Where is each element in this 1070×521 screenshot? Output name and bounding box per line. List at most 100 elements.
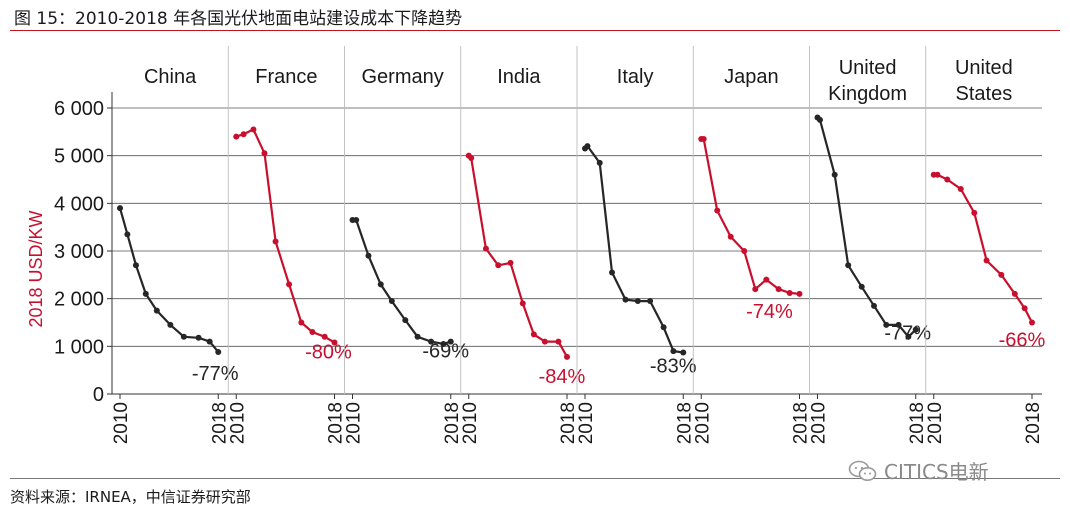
- data-point: [870, 302, 877, 309]
- data-point: [845, 262, 852, 269]
- data-point: [727, 233, 734, 240]
- data-point: [414, 333, 421, 340]
- data-point: [905, 333, 912, 340]
- data-point: [353, 217, 360, 224]
- watermark-text: CITICS电新: [884, 460, 989, 484]
- data-point: [714, 207, 721, 214]
- y-tick-label: 5 000: [54, 146, 104, 168]
- x-tick-label: 2010: [344, 402, 365, 444]
- panel-title-line: United: [955, 57, 1013, 79]
- data-point: [215, 349, 222, 356]
- data-point: [388, 298, 395, 305]
- data-point: [402, 317, 409, 324]
- data-point: [796, 290, 803, 297]
- change-label: -77%: [192, 363, 239, 385]
- panel-title: China: [144, 66, 197, 88]
- data-point: [660, 324, 667, 331]
- x-tick-label: 2010: [925, 402, 946, 444]
- data-point: [507, 259, 514, 266]
- data-point: [816, 116, 823, 123]
- data-point: [741, 248, 748, 254]
- data-point: [700, 135, 707, 142]
- title-rule: [10, 30, 1060, 31]
- data-point: [206, 338, 213, 345]
- wechat-icon: [848, 460, 877, 481]
- data-point: [609, 269, 616, 276]
- watermark: CITICS电新: [848, 456, 989, 485]
- data-point: [596, 159, 603, 166]
- data-point: [831, 171, 838, 178]
- x-tick-label: 2010: [111, 402, 132, 444]
- data-point: [272, 238, 279, 245]
- data-point: [298, 319, 305, 326]
- x-tick-label: 2010: [460, 402, 481, 444]
- data-point: [883, 321, 890, 328]
- panel-title: France: [255, 66, 317, 88]
- data-point: [482, 245, 489, 252]
- data-point: [153, 307, 160, 314]
- data-point: [286, 281, 293, 288]
- data-point: [912, 326, 919, 333]
- data-point: [895, 321, 902, 328]
- x-tick-label: 2018: [791, 402, 812, 444]
- change-label: -74%: [746, 301, 793, 323]
- series-line: [933, 173, 1033, 324]
- data-point: [622, 296, 629, 303]
- x-tick-label: 2010: [227, 402, 248, 444]
- x-tick-label: 2018: [1023, 402, 1044, 444]
- data-point: [957, 186, 964, 193]
- data-point: [142, 290, 149, 297]
- series-line: [352, 218, 452, 345]
- data-point: [447, 338, 454, 345]
- panel-title: Japan: [724, 66, 779, 88]
- change-label: -77%: [884, 323, 931, 345]
- data-point: [233, 133, 240, 140]
- y-tick-label: 1 000: [54, 336, 104, 358]
- panel-title-line: Kingdom: [828, 83, 907, 105]
- data-point: [331, 339, 338, 346]
- data-point: [240, 131, 247, 138]
- data-point: [983, 257, 990, 264]
- x-tick-label: 2018: [442, 402, 463, 444]
- data-point: [167, 321, 174, 328]
- data-point: [634, 298, 641, 305]
- change-label: -69%: [422, 341, 469, 363]
- x-tick-label: 2018: [674, 402, 695, 444]
- series-line: [118, 207, 220, 353]
- data-point: [124, 231, 131, 238]
- x-tick-label: 2018: [558, 402, 579, 444]
- series-line: [468, 154, 568, 358]
- data-point: [541, 338, 548, 345]
- panel-title-line: States: [956, 83, 1013, 105]
- data-point: [647, 298, 654, 305]
- x-tick-label: 2018: [326, 402, 347, 444]
- data-point: [858, 283, 865, 290]
- data-point: [1029, 319, 1035, 326]
- data-point: [584, 143, 591, 150]
- data-point: [495, 262, 502, 269]
- x-tick-label: 2018: [209, 402, 230, 444]
- data-point: [998, 271, 1005, 278]
- data-point: [117, 205, 123, 212]
- change-label: -80%: [305, 342, 352, 364]
- x-tick-label: 2010: [576, 402, 597, 444]
- y-tick-label: 3 000: [54, 241, 104, 263]
- change-label: -84%: [539, 366, 586, 388]
- change-label: -83%: [650, 356, 697, 378]
- data-point: [971, 209, 978, 216]
- y-tick-label: 2 000: [54, 289, 104, 311]
- data-point: [468, 155, 475, 162]
- data-point: [428, 338, 435, 345]
- y-axis-label: 2018 USD/KW: [26, 210, 46, 327]
- x-tick-label: 2010: [692, 402, 713, 444]
- x-tick-label: 2018: [907, 402, 928, 444]
- data-point: [530, 331, 537, 338]
- source-note: 资料来源：IRNEA，中信证券研究部: [10, 488, 251, 506]
- data-point: [752, 286, 759, 293]
- data-point: [321, 333, 328, 340]
- data-point: [261, 150, 268, 157]
- data-point: [1021, 305, 1028, 312]
- data-point: [680, 349, 687, 356]
- data-point: [555, 338, 562, 345]
- data-point: [934, 171, 941, 178]
